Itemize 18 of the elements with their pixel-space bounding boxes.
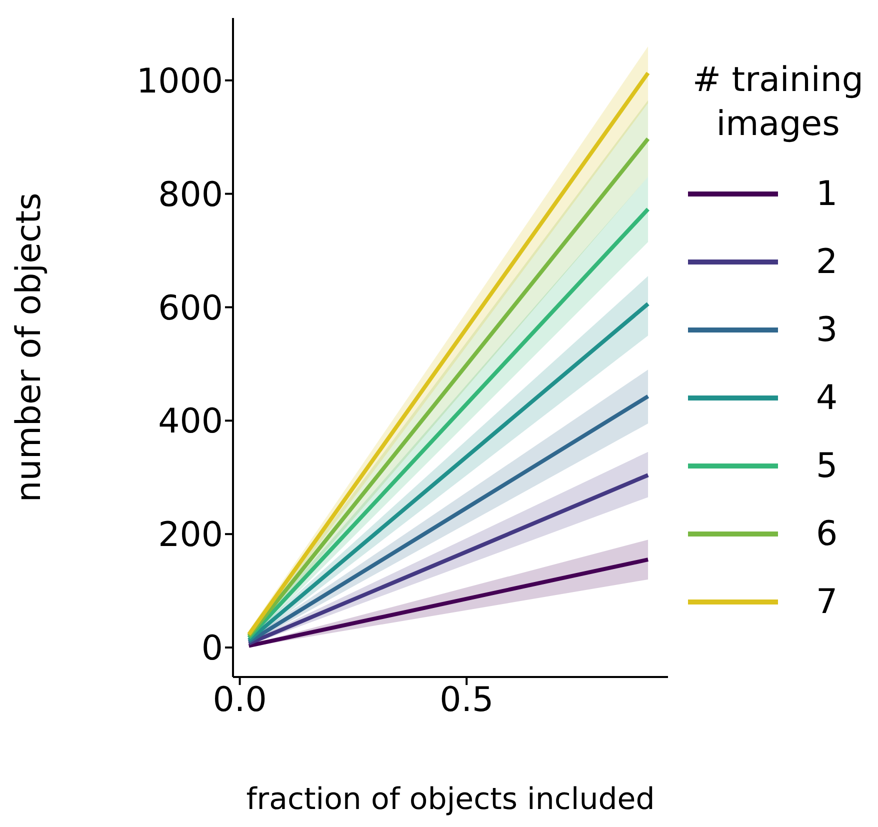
x-axis-title: fraction of objects included (246, 782, 655, 817)
y-tick-label: 600 (158, 288, 223, 328)
x-tick-label: 0.5 (440, 680, 494, 720)
y-tick-label: 400 (158, 402, 223, 442)
y-tick-label: 200 (158, 515, 223, 556)
y-tick-label: 800 (158, 174, 223, 215)
legend-title: # training images (691, 59, 864, 146)
legend-label: 3 (816, 310, 838, 350)
legend-label: 4 (816, 378, 838, 418)
legend-label: 5 (816, 446, 838, 486)
legend-label: 2 (816, 242, 838, 282)
y-tick-label: 0 (201, 628, 223, 669)
x-tick-label: 0.0 (212, 680, 267, 720)
legend-label: 7 (816, 582, 838, 622)
y-tick-label: 1000 (136, 61, 223, 102)
legend-label: 1 (816, 174, 838, 214)
legend-label: 6 (816, 514, 838, 554)
y-axis-title: number of objects (9, 192, 50, 502)
